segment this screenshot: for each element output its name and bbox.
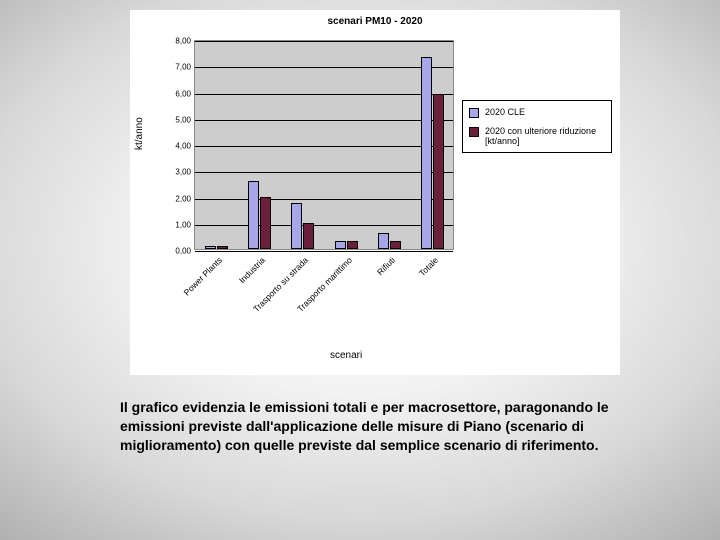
bar: [291, 203, 302, 249]
legend-item: 2020 con ulteriore riduzione [kt/anno]: [469, 126, 605, 146]
plot-area: 0,001,002,003,004,005,006,007,008,00Powe…: [194, 40, 454, 250]
grid-line: [195, 172, 453, 173]
bar: [433, 94, 444, 249]
chart-card: scenari PM10 - 2020 kt/anno scenari 0,00…: [130, 10, 620, 375]
legend-label: 2020 con ulteriore riduzione [kt/anno]: [485, 126, 605, 146]
legend-swatch: [469, 127, 479, 137]
bar: [303, 223, 314, 249]
chart-title: scenari PM10 - 2020: [130, 10, 620, 27]
y-tick-label: 8,00: [175, 37, 191, 46]
x-axis-label: scenari: [330, 350, 362, 361]
y-axis-label: kt/anno: [134, 117, 145, 150]
bar: [248, 181, 259, 249]
grid-line: [195, 146, 453, 147]
grid-line: [195, 67, 453, 68]
y-tick-label: 2,00: [175, 194, 191, 203]
caption-text: Il grafico evidenzia le emissioni totali…: [120, 398, 630, 455]
legend: 2020 CLE 2020 con ulteriore riduzione [kt…: [462, 100, 612, 153]
grid-line: [195, 199, 453, 200]
bar: [347, 241, 358, 249]
grid-line: [195, 225, 453, 226]
bar: [378, 233, 389, 249]
legend-label: 2020 CLE: [485, 107, 525, 117]
bar: [390, 241, 401, 249]
grid-line: [195, 251, 453, 252]
y-tick-label: 4,00: [175, 142, 191, 151]
grid-line: [195, 94, 453, 95]
y-tick-label: 3,00: [175, 168, 191, 177]
grid-line: [195, 120, 453, 121]
y-tick-label: 6,00: [175, 89, 191, 98]
bar: [335, 241, 346, 249]
bar: [205, 246, 216, 249]
y-tick-label: 7,00: [175, 63, 191, 72]
bar: [217, 246, 228, 249]
legend-item: 2020 CLE: [469, 107, 605, 118]
bar: [421, 57, 432, 249]
y-tick-label: 5,00: [175, 115, 191, 124]
y-tick-label: 1,00: [175, 220, 191, 229]
bar: [260, 197, 271, 250]
grid-line: [195, 41, 453, 42]
y-tick-label: 0,00: [175, 247, 191, 256]
legend-swatch: [469, 108, 479, 118]
